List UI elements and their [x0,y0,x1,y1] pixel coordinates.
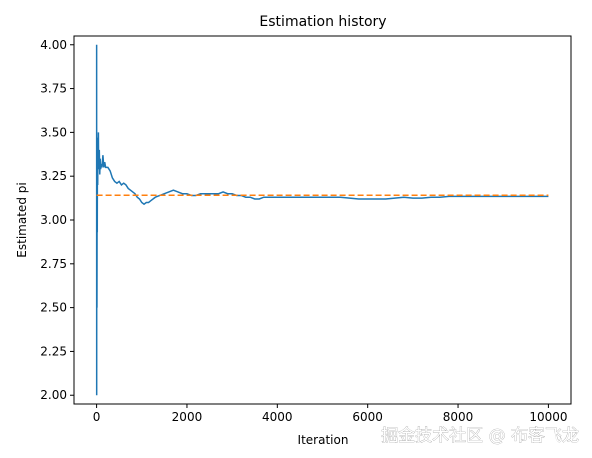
x-tick-label: 8000 [443,410,474,424]
y-tick-label: 2.75 [40,257,67,271]
axes-frame [73,35,572,405]
x-tick-label: 6000 [352,410,383,424]
x-tick-label: 2000 [172,410,203,424]
y-axis-title: Estimated pi [15,182,29,257]
y-tick-label: 3.25 [40,169,67,183]
y-tick-label: 2.50 [40,301,67,315]
x-axis: 0 2000 4000 6000 8000 10000 [93,404,568,424]
watermark: 掘金技术社区 @ 布客飞龙 [381,426,579,446]
x-axis-title: Iteration [298,433,349,447]
y-tick-label: 4.00 [40,38,67,52]
chart-title: Estimation history [259,14,386,30]
y-tick-label: 3.50 [40,125,67,139]
y-tick-label: 3.00 [40,213,67,227]
y-tick-label: 2.00 [40,388,67,402]
y-axis: 2.00 2.25 2.50 2.75 3.00 3.25 3.50 3.75 4.00 [40,38,74,402]
plot-area [95,44,549,396]
y-tick-label: 3.75 [40,82,67,96]
y-tick-label: 2.25 [40,344,67,358]
series-line-1 [95,44,549,396]
x-tick-label: 4000 [262,410,293,424]
x-tick-label: 10000 [529,410,567,424]
x-tick-label: 0 [93,410,101,424]
